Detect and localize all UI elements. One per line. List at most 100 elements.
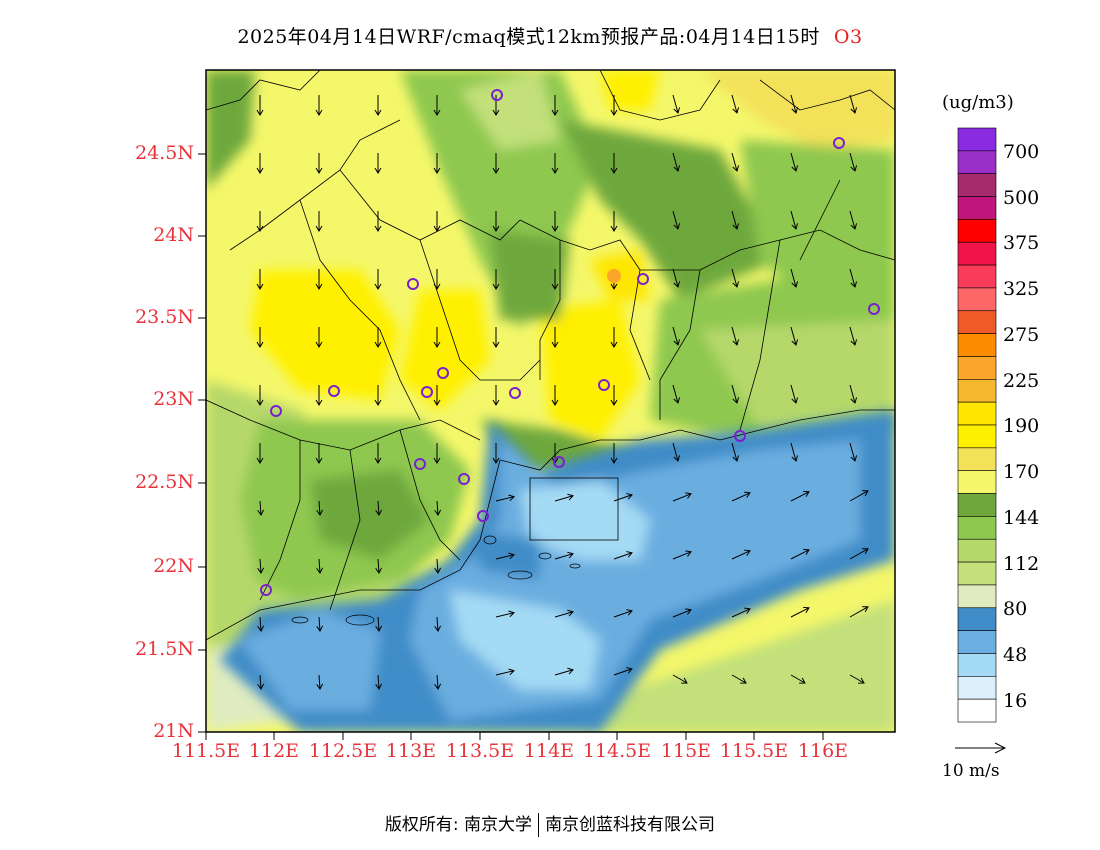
lon-tick-label: 115E <box>660 740 712 762</box>
wind-arrow <box>731 210 740 230</box>
wind-arrow <box>849 210 858 230</box>
wind-arrow <box>610 153 618 174</box>
wind-arrow <box>849 326 858 346</box>
map-title: 2025年04月14日WRF/cmaq模式12km预报产品:04月14日15时 O… <box>0 22 1100 49</box>
wind-arrow <box>849 268 858 288</box>
wind-arrow <box>257 674 265 690</box>
colorbar-label: 700 <box>1003 141 1040 163</box>
wind-arrow <box>495 610 515 618</box>
colorbar-segment <box>957 630 997 654</box>
wind-arrow <box>790 326 799 346</box>
wind-arrow <box>374 95 382 116</box>
wind-arrow <box>672 384 681 404</box>
wind-arrow <box>316 674 324 690</box>
wind-arrow <box>849 548 869 560</box>
wind-arrow <box>434 500 442 516</box>
wind-arrow <box>613 667 633 676</box>
colorbar-segment <box>957 653 997 677</box>
colorbar-label: 500 <box>1003 187 1040 209</box>
wind-arrow <box>374 153 382 174</box>
colorbar-segment <box>957 538 997 563</box>
lon-tick-label: 112E <box>248 740 300 762</box>
wind-arrow <box>672 326 681 346</box>
colorbar-segment <box>957 219 997 243</box>
wind-arrow <box>610 385 618 406</box>
lon-tick-label: 115.5E <box>719 740 789 762</box>
wind-arrow <box>551 269 559 290</box>
colorbar-segment <box>957 470 997 494</box>
wind-arrow <box>375 558 383 574</box>
wind-arrow <box>257 558 265 574</box>
copyright-text: 版权所有: 南京大学 <box>384 815 533 835</box>
wind-arrow <box>790 152 799 172</box>
plot-frame <box>205 69 896 733</box>
wind-arrow <box>433 443 441 464</box>
wind-arrow <box>256 385 264 406</box>
pollutant-label: O3 <box>833 26 863 48</box>
wind-arrow <box>731 442 740 462</box>
lat-tick-label: 23.5N <box>135 306 194 328</box>
title-text: 2025年04月14日WRF/cmaq模式12km预报产品:04月14日15时 <box>237 26 820 48</box>
colorbar-segment <box>957 561 997 586</box>
lon-tick-label: 112.5E <box>308 740 378 762</box>
wind-arrow <box>849 490 869 502</box>
wind-arrow <box>434 674 442 690</box>
wind-arrow <box>495 668 515 676</box>
wind-arrow <box>374 443 382 464</box>
colorbar-segment <box>957 264 997 289</box>
wind-arrow <box>433 153 441 174</box>
wind-arrow <box>316 500 324 516</box>
wind-arrow <box>315 269 323 290</box>
wind-arrow <box>790 94 799 114</box>
wind-arrow <box>672 210 681 230</box>
wind-arrow <box>672 492 692 502</box>
lat-tick-label: 22N <box>153 555 194 577</box>
wind-arrow <box>374 327 382 348</box>
colorbar-label: 144 <box>1003 507 1040 529</box>
colorbar-segment <box>957 493 997 517</box>
wind-arrow <box>672 674 688 684</box>
wind-arrow <box>434 616 442 632</box>
wind-arrow <box>610 443 618 464</box>
colorbar-segment <box>957 333 997 357</box>
wind-arrow <box>315 95 323 116</box>
wind-arrow <box>257 616 265 632</box>
wind-arrow <box>316 616 324 632</box>
wind-arrow <box>551 385 559 406</box>
wind-arrow <box>849 384 858 404</box>
wind-arrow <box>731 326 740 346</box>
wind-arrow <box>790 606 810 618</box>
wind-arrow <box>790 210 799 230</box>
wind-arrow <box>551 153 559 174</box>
wind-arrow <box>672 442 681 462</box>
colorbar-segment <box>957 310 997 334</box>
wind-arrow <box>731 268 740 288</box>
lon-tick-label: 114E <box>523 740 575 762</box>
colorbar-label: 112 <box>1003 553 1040 575</box>
wind-arrow <box>551 95 559 116</box>
wind-arrow <box>315 327 323 348</box>
concentration-field <box>206 70 895 732</box>
colorbar-segment <box>957 676 997 700</box>
wind-arrow <box>610 95 618 116</box>
lon-tick-label: 113E <box>385 740 437 762</box>
wind-arrow <box>434 558 442 574</box>
lon-tick-label: 113.5E <box>445 740 515 762</box>
wind-arrow <box>613 493 633 502</box>
colorbar-segment <box>957 401 997 426</box>
lat-tick-label: 23N <box>153 388 194 410</box>
colorbar-segment <box>957 698 997 723</box>
wind-arrow <box>374 385 382 406</box>
colorbar-label: 170 <box>1003 461 1040 483</box>
wind-arrow <box>790 442 799 462</box>
wind-arrow <box>492 327 500 348</box>
lon-tick-label: 111.5E <box>171 740 241 762</box>
wind-arrow <box>495 552 515 560</box>
wind-arrow <box>613 609 633 618</box>
lon-tick-label: 114.5E <box>582 740 652 762</box>
wind-arrow <box>790 674 806 684</box>
lat-tick-label: 24N <box>153 224 194 246</box>
wind-arrow <box>551 211 559 232</box>
wind-vectors <box>256 94 869 690</box>
lat-tick-label: 22.5N <box>135 471 194 493</box>
